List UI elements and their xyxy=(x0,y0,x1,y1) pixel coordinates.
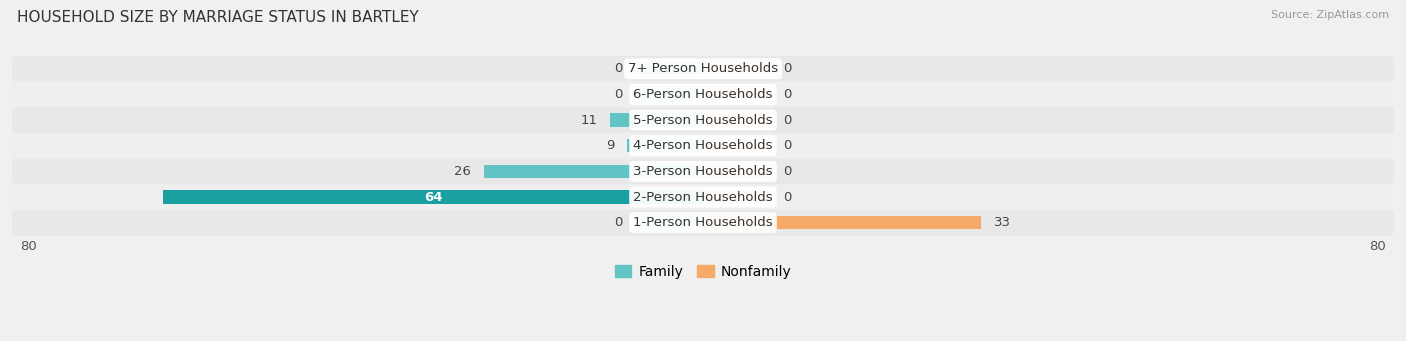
Bar xyxy=(627,139,703,152)
Text: 0: 0 xyxy=(783,114,792,127)
FancyBboxPatch shape xyxy=(11,159,1395,184)
Text: 0: 0 xyxy=(783,191,792,204)
Bar xyxy=(703,190,770,204)
Text: 6-Person Households: 6-Person Households xyxy=(633,88,773,101)
Text: 33: 33 xyxy=(994,216,1011,229)
FancyBboxPatch shape xyxy=(11,56,1395,81)
Text: 0: 0 xyxy=(614,88,623,101)
Text: 9: 9 xyxy=(606,139,614,152)
Text: 5-Person Households: 5-Person Households xyxy=(633,114,773,127)
FancyBboxPatch shape xyxy=(11,81,1395,107)
Text: 0: 0 xyxy=(783,62,792,75)
FancyBboxPatch shape xyxy=(11,184,1395,210)
Bar xyxy=(703,62,770,75)
Text: 26: 26 xyxy=(454,165,471,178)
Bar xyxy=(163,190,703,204)
Text: 1-Person Households: 1-Person Households xyxy=(633,216,773,229)
Bar xyxy=(703,216,981,229)
Text: 0: 0 xyxy=(614,62,623,75)
FancyBboxPatch shape xyxy=(11,133,1395,159)
Text: Source: ZipAtlas.com: Source: ZipAtlas.com xyxy=(1271,10,1389,20)
Bar xyxy=(636,88,703,101)
Text: 0: 0 xyxy=(614,216,623,229)
Text: 7+ Person Households: 7+ Person Households xyxy=(628,62,778,75)
Text: 0: 0 xyxy=(783,165,792,178)
Bar xyxy=(636,62,703,75)
Text: 11: 11 xyxy=(581,114,598,127)
Bar xyxy=(703,139,770,152)
Bar xyxy=(703,165,770,178)
FancyBboxPatch shape xyxy=(11,107,1395,133)
Text: 4-Person Households: 4-Person Households xyxy=(633,139,773,152)
Text: 0: 0 xyxy=(783,88,792,101)
Bar xyxy=(484,165,703,178)
Legend: Family, Nonfamily: Family, Nonfamily xyxy=(614,265,792,279)
FancyBboxPatch shape xyxy=(11,210,1395,236)
Text: 0: 0 xyxy=(783,139,792,152)
Text: 64: 64 xyxy=(425,191,443,204)
Text: 3-Person Households: 3-Person Households xyxy=(633,165,773,178)
Bar xyxy=(703,114,770,127)
Bar xyxy=(610,114,703,127)
Text: HOUSEHOLD SIZE BY MARRIAGE STATUS IN BARTLEY: HOUSEHOLD SIZE BY MARRIAGE STATUS IN BAR… xyxy=(17,10,419,25)
Bar xyxy=(703,88,770,101)
Bar xyxy=(636,216,703,229)
Text: 2-Person Households: 2-Person Households xyxy=(633,191,773,204)
